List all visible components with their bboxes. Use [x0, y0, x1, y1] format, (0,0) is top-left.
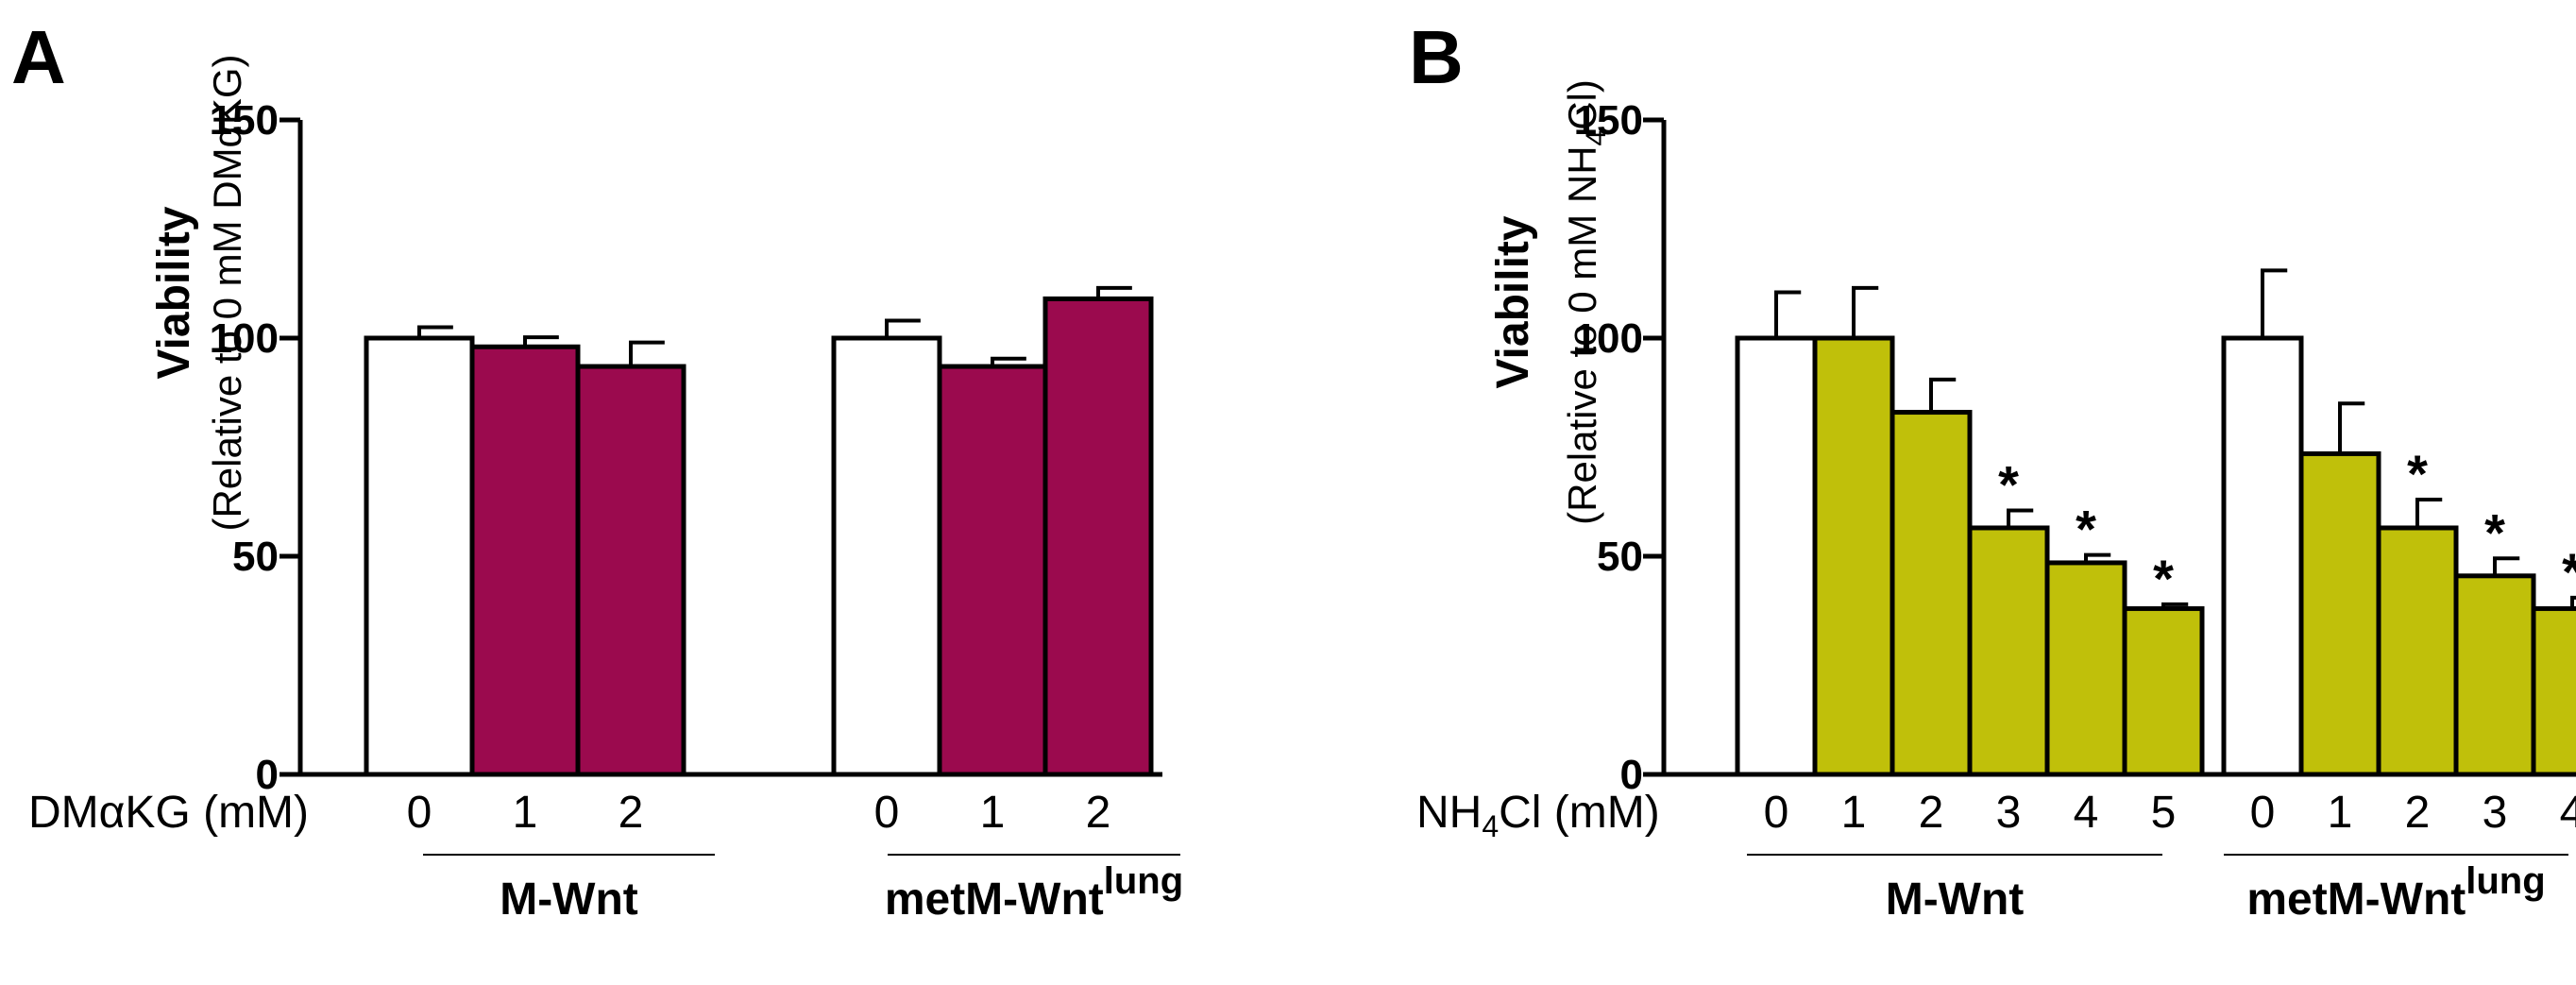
chart-b-bar-0-3: [1967, 525, 2050, 777]
chart-a-ytick-label-2: 100: [210, 315, 279, 362]
chart-b-bar-0-5: [2122, 605, 2205, 777]
chart-a-bar-1-0: [831, 335, 942, 777]
chart-a-group-label-0: M-Wnt: [500, 875, 638, 925]
chart-b-group-label-0: M-Wnt: [1886, 875, 2025, 925]
chart-b-ylabel: Viability: [1488, 215, 1538, 388]
chart-b-xcat-0-3: 3: [1996, 788, 2022, 838]
chart-b-xcat-0-1: 1: [1841, 788, 1867, 838]
chart-b-ytick-label-1: 50: [1597, 534, 1643, 580]
chart-a-xcat-1-0: 0: [874, 788, 900, 838]
chart-b-star-0-4: *: [2076, 500, 2096, 559]
chart-b-bar-0-4: [2044, 560, 2127, 777]
chart-a-bar-0-0: [364, 335, 475, 777]
chart-a-bar-0-1: [469, 344, 581, 777]
chart-b-ytick-label-3: 150: [1574, 97, 1643, 144]
chart-a-bar-0-2: [575, 364, 686, 777]
chart-a-xcat-0-2: 2: [619, 788, 644, 838]
chart-b-ytick-label-0: 0: [1620, 752, 1643, 798]
chart-b-bar-0-2: [1890, 410, 1973, 777]
panel-letter-b: B: [1409, 15, 1464, 99]
chart-a-xcat-1-2: 2: [1086, 788, 1111, 838]
chart-b-bar-0-1: [1812, 335, 1895, 777]
chart-a-xcat-0-1: 1: [513, 788, 538, 838]
chart-b-star-0-5: *: [2153, 549, 2174, 608]
chart-a-ytick-label-1: 50: [232, 534, 279, 580]
chart-a-xcat-0-0: 0: [407, 788, 432, 838]
chart-b-star-1-2: *: [2407, 444, 2428, 503]
chart-b-bar-1-4: [2531, 605, 2576, 777]
chart-b-bar-1-1: [2298, 450, 2381, 777]
chart-b-xcat-1-0: 0: [2250, 788, 2276, 838]
chart-b-xcat-0-0: 0: [1764, 788, 1789, 838]
chart-b-xcat-1-4: 4: [2560, 788, 2576, 838]
chart-a-bar-1-1: [937, 364, 1048, 777]
chart-b-ylabel-sub: (Relative to 0 mM NH4Cl): [1560, 79, 1612, 525]
chart-b-xcat-1-1: 1: [2328, 788, 2353, 838]
chart-a-ytick-label-0: 0: [256, 752, 279, 798]
chart-b-star-1-4: *: [2562, 542, 2576, 602]
chart-b-xcat-0-4: 4: [2074, 788, 2099, 838]
chart-a-x-row-label: DMαKG (mM): [28, 788, 309, 838]
chart-a-ylabel-sub: (Relative to 0 mM DMαKG): [205, 54, 249, 531]
chart-b-star-1-3: *: [2484, 502, 2505, 562]
chart-b-star-0-3: *: [1998, 454, 2019, 514]
chart-b-xcat-0-2: 2: [1919, 788, 1944, 838]
chart-b-xcat-0-5: 5: [2151, 788, 2177, 838]
chart-a-bar-1-2: [1042, 296, 1154, 777]
chart-b-group-label-1: metM-Wntlung: [2246, 860, 2545, 925]
chart-b-bar-0-0: [1735, 335, 1818, 777]
chart-b-xcat-1-3: 3: [2483, 788, 2508, 838]
panel-letter-a: A: [11, 15, 66, 99]
chart-b-x-row-label: NH4Cl (mM): [1416, 788, 1660, 843]
chart-b-xcat-1-2: 2: [2405, 788, 2431, 838]
chart-b-bar-1-3: [2453, 573, 2536, 777]
chart-a-ytick-label-3: 150: [210, 97, 279, 144]
chart-b-ytick-label-2: 100: [1574, 315, 1643, 362]
chart-b-bar-1-0: [2221, 335, 2304, 777]
chart-b-bar-1-2: [2376, 525, 2459, 777]
chart-a-xcat-1-1: 1: [980, 788, 1006, 838]
chart-a-group-label-1: metM-Wntlung: [885, 860, 1183, 925]
chart-a-ylabel: Viability: [149, 206, 199, 379]
